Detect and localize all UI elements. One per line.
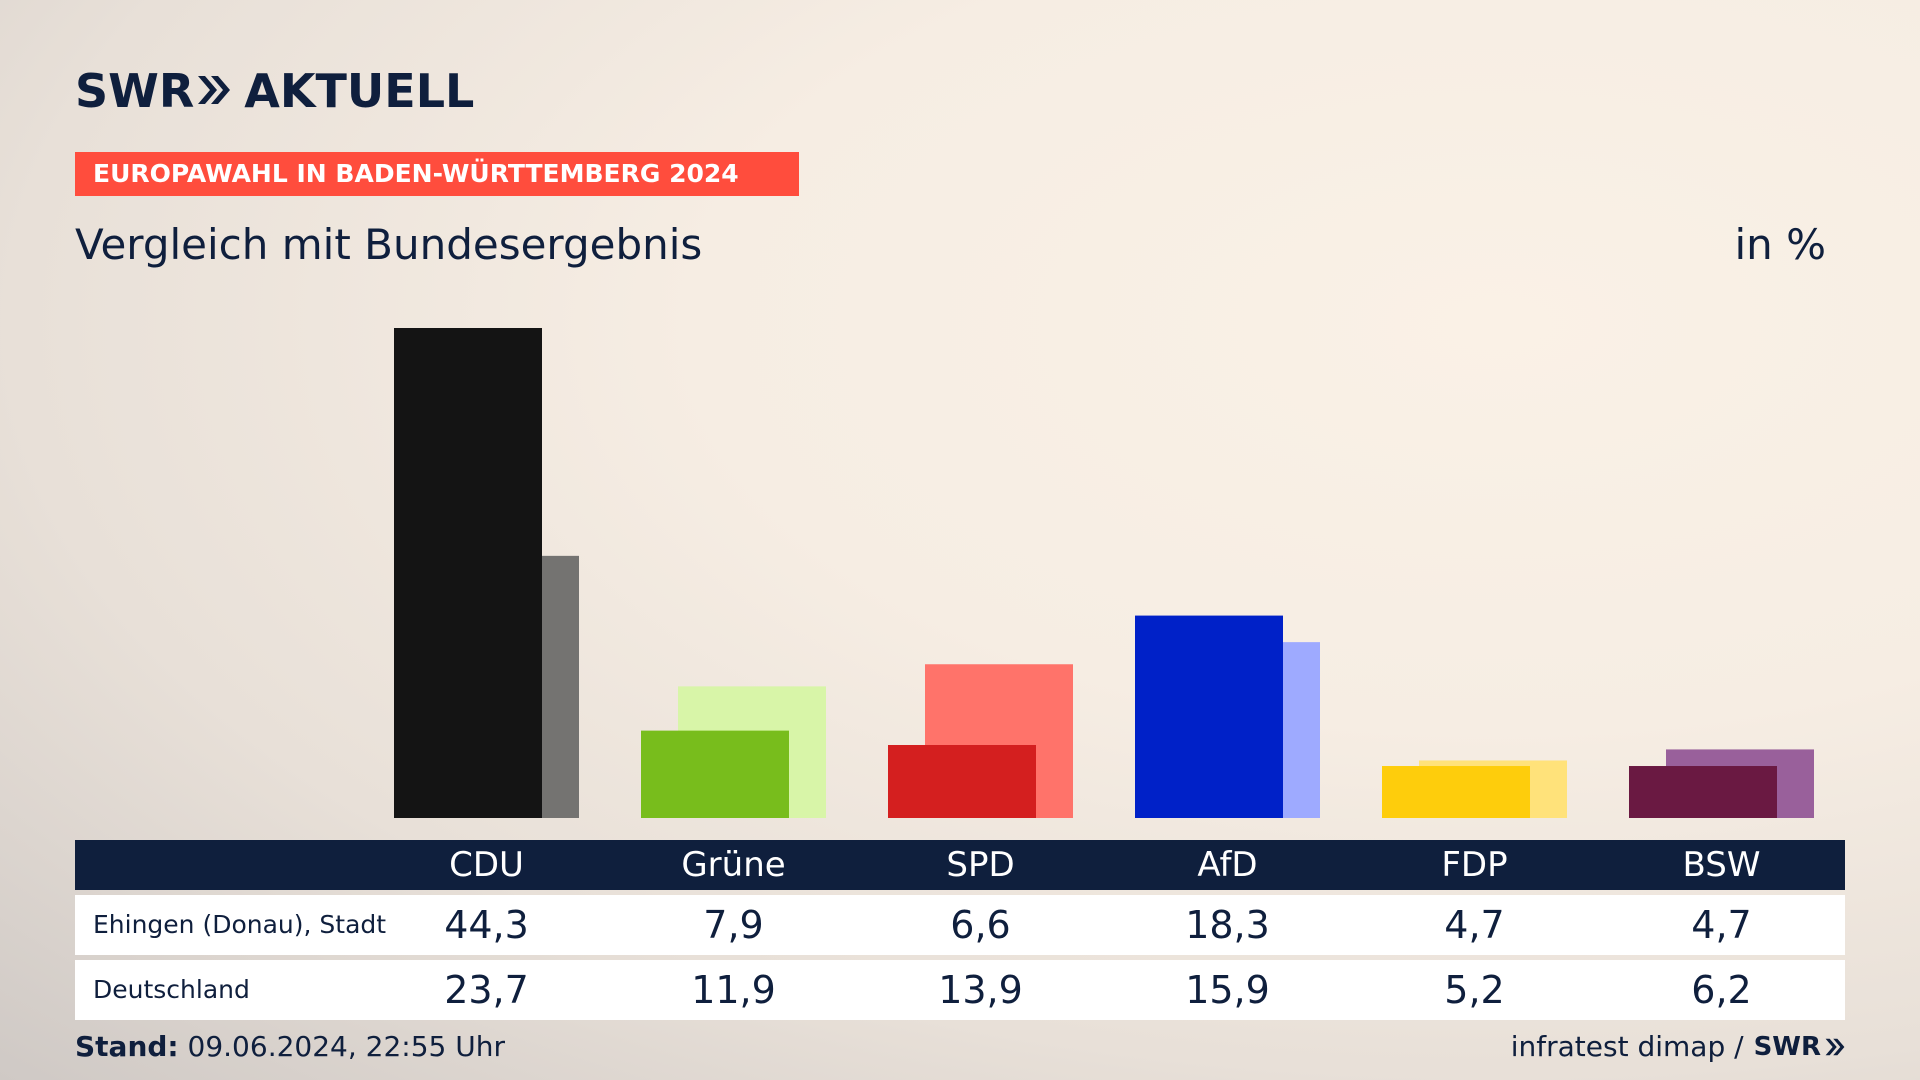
bar-local-cdu	[394, 328, 542, 818]
party-header: Grüne	[681, 845, 786, 885]
value-cell: 5,2	[1444, 968, 1505, 1012]
stand-label: Stand:	[75, 1030, 179, 1063]
party-header: CDU	[449, 845, 524, 885]
party-header: BSW	[1682, 845, 1761, 885]
bar-local-fdp	[1382, 766, 1530, 818]
value-cell: 44,3	[444, 903, 529, 947]
party-header: SPD	[946, 845, 1015, 885]
chart-title: Vergleich mit Bundesergebnis	[75, 220, 703, 269]
value-cell: 13,9	[938, 968, 1023, 1012]
logo-swr: SWR	[75, 64, 195, 118]
mini-chevrons-icon	[1824, 1037, 1846, 1057]
election-tagline: EUROPAWAHL IN BADEN-WÜRTTEMBERG 2024	[75, 152, 799, 196]
bar-local-grüne	[641, 730, 789, 818]
source-text: infratest dimap /	[1510, 1030, 1744, 1063]
party-header: AfD	[1197, 845, 1258, 885]
party-header: FDP	[1441, 845, 1508, 885]
value-cell: 18,3	[1185, 903, 1270, 947]
value-cell: 11,9	[691, 968, 776, 1012]
value-cell: 4,7	[1444, 903, 1505, 947]
row-label: Deutschland	[93, 975, 250, 1004]
value-cell: 15,9	[1185, 968, 1270, 1012]
timestamp: Stand: 09.06.2024, 22:55 Uhr	[75, 1030, 505, 1063]
bar-local-spd	[888, 744, 1036, 818]
bar-chart	[394, 328, 1814, 818]
logo-aktuell: AKTUELL	[244, 64, 475, 118]
bar-local-afd	[1135, 615, 1283, 818]
source-credit: infratest dimap / SWR	[1511, 1030, 1846, 1063]
stand-value: 09.06.2024, 22:55 Uhr	[187, 1030, 505, 1063]
value-cell: 6,6	[950, 903, 1011, 947]
bar-local-bsw	[1629, 766, 1777, 818]
swr-aktuell-logo: SWR AKTUELL	[75, 64, 475, 118]
table-header: CDU Grüne SPD AfD FDP BSW	[75, 840, 1845, 890]
value-cell: 7,9	[703, 903, 764, 947]
table-row: Deutschland 23,7 11,9 13,9 15,9 5,2 6,2	[75, 960, 1845, 1020]
unit-label: in %	[1734, 220, 1826, 269]
value-cell: 4,7	[1691, 903, 1752, 947]
value-cell: 23,7	[444, 968, 529, 1012]
value-cell: 6,2	[1691, 968, 1752, 1012]
swr-mini-logo: SWR	[1753, 1031, 1821, 1062]
table-row: Ehingen (Donau), Stadt 44,3 7,9 6,6 18,3 4,7…	[75, 895, 1845, 955]
chevrons-icon	[196, 64, 232, 118]
row-label: Ehingen (Donau), Stadt	[93, 910, 387, 939]
results-table: CDU Grüne SPD AfD FDP BSW Ehingen (Donau), St…	[75, 840, 1845, 1020]
